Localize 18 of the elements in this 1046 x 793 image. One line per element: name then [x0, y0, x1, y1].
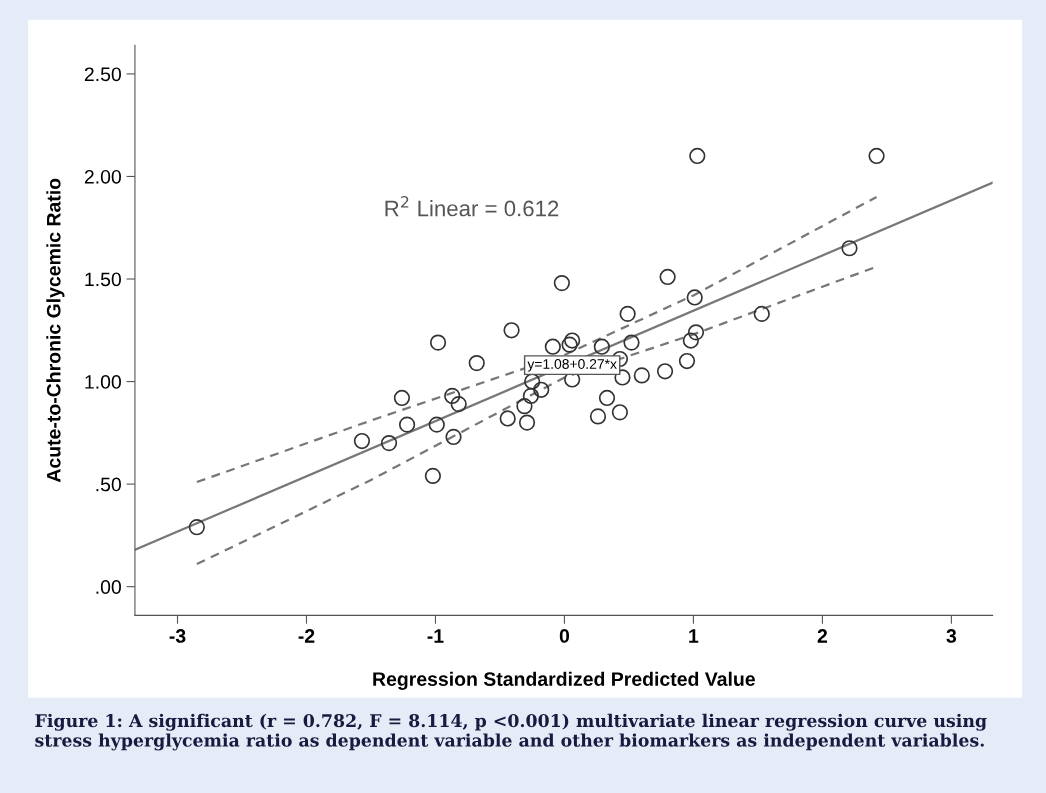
- x-tick-label: 2: [817, 629, 828, 643]
- x-tick-label: -3: [169, 629, 186, 643]
- x-tick-label: -2: [298, 629, 315, 643]
- y-tick-label: 1.50: [85, 272, 121, 287]
- y-tick-label: .50: [96, 477, 121, 492]
- x-tick-label: -1: [427, 629, 444, 643]
- y-tick-label: 2.00: [84, 169, 121, 184]
- y-tick-label: 1.00: [85, 375, 121, 389]
- y-axis-title: Acute-to-Chronic Glycemic Ratio: [46, 178, 65, 483]
- annotation: y=1.08+0.27*x: [527, 359, 617, 372]
- x-tick-label: 3: [946, 629, 957, 643]
- x-tick-label: 1: [689, 629, 699, 643]
- caption: Figure 1: A significant (r = 0.782, F = 8.114, p <0.001) multivariate linear regression curve using stress hyperglycemia ratio as dependent variable and other biomarkers as independent variables.: [35, 713, 987, 751]
- y-tick-label: 2.50: [84, 67, 121, 82]
- y-tick-label: .00: [96, 580, 121, 594]
- x-axis-title: Regression Standardized Predicted Value: [373, 671, 755, 690]
- x-tick-label: 0: [559, 629, 570, 643]
- annotation: R$^{2}$ Linear = 0.612: [385, 196, 559, 217]
